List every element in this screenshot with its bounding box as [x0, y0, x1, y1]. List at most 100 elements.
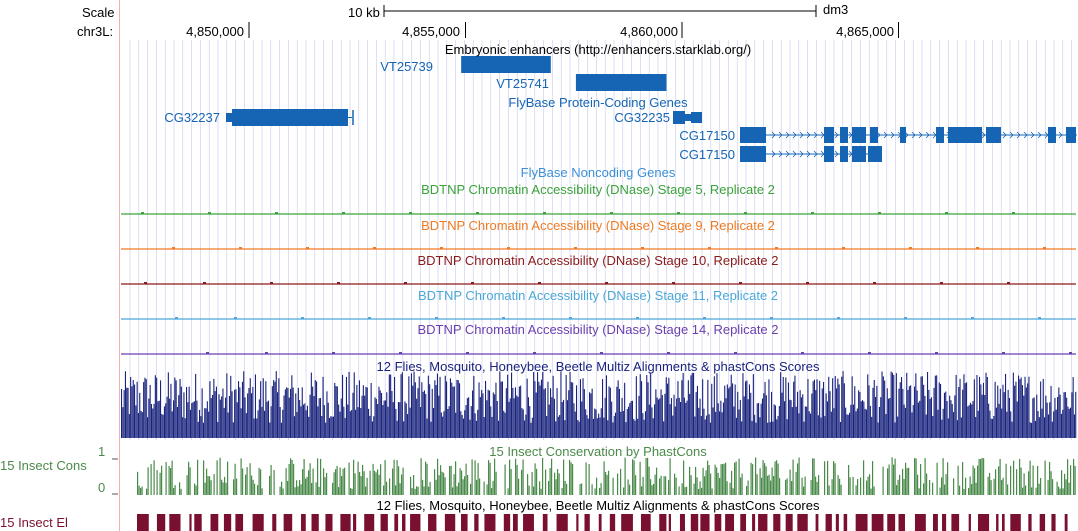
multiz-bar	[972, 400, 974, 438]
strand-arrow	[1058, 131, 1063, 139]
strand-arrow	[799, 150, 804, 158]
multiz-bar	[600, 408, 602, 438]
phastcons-bar	[357, 461, 359, 495]
multiz-bar	[1045, 395, 1047, 438]
dnase-signal-peak	[708, 247, 711, 249]
track-title-dnase-stage9[interactable]: BDTNP Chromatin Accessibility (DNase) St…	[421, 218, 775, 233]
gene-exon	[824, 146, 834, 162]
multiz-bar	[845, 407, 847, 438]
multiz-bar	[929, 398, 931, 438]
dnase-signal-peak	[1002, 352, 1005, 354]
multiz-bar	[547, 381, 549, 438]
multiz-bar	[836, 388, 838, 438]
track-title-dnase-stage11[interactable]: BDTNP Chromatin Accessibility (DNase) St…	[417, 288, 779, 303]
dnase-signal-peak	[677, 212, 680, 214]
multiz-bar	[808, 411, 810, 438]
multiz-bar	[1012, 372, 1014, 438]
gene-exon	[936, 127, 944, 143]
multiz-bar	[537, 372, 539, 438]
dnase-signal-peak	[935, 352, 938, 354]
multiz-bar	[568, 390, 570, 438]
multiz-bar	[713, 376, 715, 438]
multiz-bar	[1010, 411, 1012, 438]
phastcons-bar	[257, 485, 259, 495]
gene-label-cg32237[interactable]: CG32237	[164, 110, 220, 125]
multiz-bar	[958, 386, 960, 438]
multiz-bar	[663, 421, 665, 438]
multiz-bar	[1028, 376, 1030, 438]
multiz-bar	[830, 411, 832, 438]
multiz-bar	[553, 398, 555, 438]
multiz-bar	[657, 399, 659, 438]
track-title-genes[interactable]: FlyBase Protein-Coding Genes	[508, 95, 688, 110]
multiz-bar	[665, 377, 667, 438]
enhancer-label-vt25739[interactable]: VT25739	[380, 59, 433, 74]
phastcons-bar	[425, 461, 427, 495]
phastcons-bar	[456, 486, 458, 495]
multiz-bar	[443, 411, 445, 438]
multiz-bar	[726, 384, 728, 438]
gene-label-cg17150-b[interactable]: CG17150	[679, 147, 735, 162]
multiz-bar	[1008, 398, 1010, 438]
phastcons-bar	[798, 457, 800, 495]
track-title-enhancers[interactable]: Embryonic enhancers (http://enhancers.st…	[444, 42, 752, 57]
track-title-elements[interactable]: 12 Flies, Mosquito, Honeybee, Beetle Mul…	[376, 498, 820, 513]
multiz-bar	[937, 409, 939, 438]
multiz-bar	[451, 382, 453, 438]
phastcons-bar	[504, 464, 506, 495]
multiz-bar	[977, 410, 979, 438]
multiz-bar	[540, 379, 542, 438]
phastcons-bar	[887, 468, 889, 495]
multiz-bar	[1029, 422, 1031, 438]
phastcons-bar	[777, 463, 779, 495]
phastcons-bar	[549, 468, 551, 495]
phastcons-bar	[551, 458, 553, 495]
phastcons-bar	[1044, 460, 1046, 495]
phastcons-bar	[477, 463, 479, 495]
phastcons-bar	[452, 487, 454, 495]
multiz-bar	[492, 392, 494, 438]
multiz-bar	[622, 411, 624, 438]
phastcons-bar	[896, 485, 898, 495]
multiz-bar	[460, 411, 462, 438]
phastcons-bar	[402, 467, 404, 495]
gene-label-cg32235[interactable]: CG32235	[614, 110, 670, 125]
conserved-element	[815, 514, 819, 531]
side-label-phastcons[interactable]: 15 Insect Cons	[0, 458, 87, 473]
side-label-elements[interactable]: 15 Insect El	[0, 515, 68, 530]
track-title-dnase-stage10[interactable]: BDTNP Chromatin Accessibility (DNase) St…	[417, 253, 779, 268]
track-title-noncoding[interactable]: FlyBase Noncoding Genes	[520, 165, 676, 180]
dnase-signal-peak	[332, 352, 335, 354]
multiz-bar	[680, 402, 682, 438]
multiz-bar	[325, 422, 327, 438]
track-title-dnase-stage5[interactable]: BDTNP Chromatin Accessibility (DNase) St…	[421, 182, 775, 197]
phastcons-bar	[941, 477, 943, 495]
track-title-phastcons[interactable]: 15 Insect Conservation by PhastCons	[489, 444, 707, 459]
phastcons-bar	[141, 486, 143, 495]
phastcons-bar	[747, 480, 749, 495]
phastcons-bar	[318, 486, 320, 495]
phastcons-bar	[915, 458, 917, 495]
track-title-dnase-stage14[interactable]: BDTNP Chromatin Accessibility (DNase) St…	[417, 322, 779, 337]
multiz-bar	[959, 378, 961, 438]
phastcons-bar	[539, 481, 541, 495]
track-title-multiz[interactable]: 12 Flies, Mosquito, Honeybee, Beetle Mul…	[376, 359, 820, 374]
phastcons-bar	[306, 476, 308, 495]
multiz-bar	[711, 383, 713, 438]
phastcons-bar	[464, 476, 466, 495]
multiz-bar	[577, 420, 579, 438]
multiz-bar	[940, 384, 942, 438]
enhancer-label-vt25741[interactable]: VT25741	[496, 76, 549, 91]
multiz-bar	[182, 417, 184, 438]
multiz-bar	[980, 384, 982, 438]
multiz-bar	[517, 396, 519, 438]
phastcons-bar	[585, 462, 587, 495]
multiz-bar	[292, 387, 294, 438]
phastcons-bar	[429, 481, 431, 495]
multiz-bar	[522, 409, 524, 438]
gene-label-cg17150-a[interactable]: CG17150	[679, 128, 735, 143]
strand-arrow	[981, 131, 986, 139]
multiz-bar	[1041, 408, 1043, 438]
